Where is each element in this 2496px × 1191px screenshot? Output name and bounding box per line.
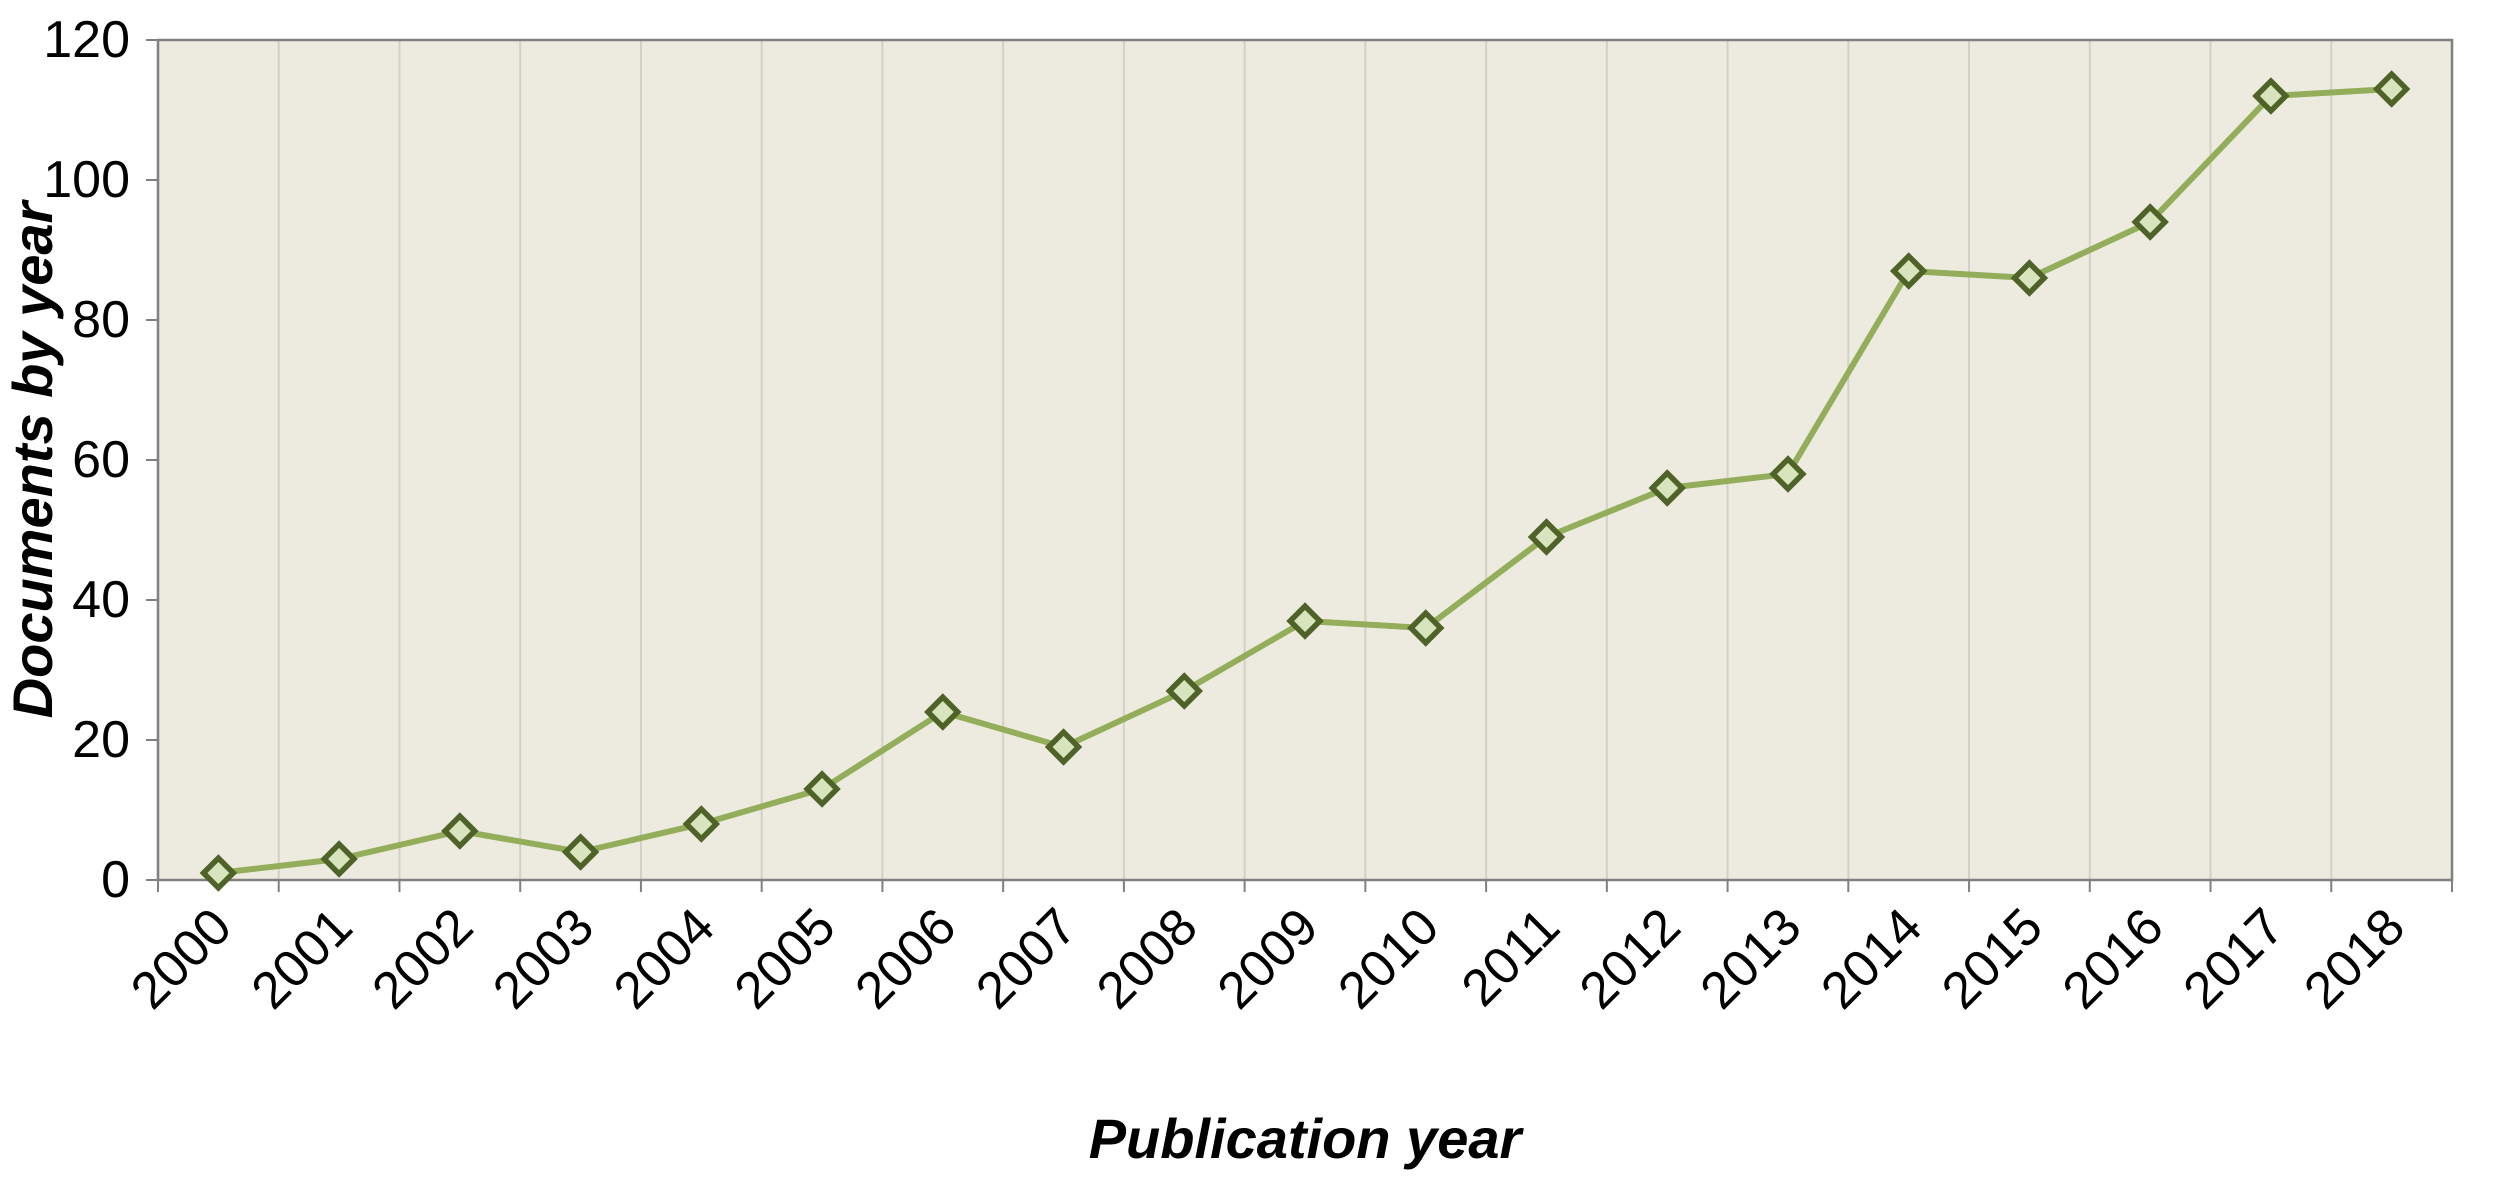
data-point-marker: [1769, 455, 1807, 493]
data-point-marker: [1889, 252, 1928, 290]
data-point-marker: [2131, 203, 2169, 241]
x-tick-label: 2002: [362, 897, 485, 1020]
x-tick-label: 2011: [1451, 897, 1571, 1017]
data-point-marker: [561, 833, 600, 871]
data-point-marker: [1406, 609, 1445, 647]
x-tick-label: 2004: [603, 897, 726, 1020]
plot-area: [158, 40, 2452, 880]
x-tick-label: 2010: [1327, 897, 1450, 1020]
data-point-marker: [199, 854, 238, 892]
data-point-marker: [2010, 259, 2049, 297]
x-tick-label: 2009: [1207, 897, 1330, 1020]
x-tick-label: 2018: [2293, 897, 2416, 1020]
y-tick-label: 20: [72, 711, 130, 769]
y-tick-label: 0: [101, 851, 130, 909]
x-tick-label: 2007: [965, 897, 1088, 1020]
data-point-marker: [924, 693, 962, 731]
y-tick-label: 100: [43, 151, 130, 209]
x-tick-label: 2012: [1569, 897, 1692, 1020]
data-point-marker: [803, 770, 841, 808]
x-tick-label: 2008: [1086, 897, 1209, 1020]
data-point-marker: [320, 840, 358, 878]
x-tick-label: 2005: [724, 897, 847, 1020]
x-tick-label: 2003: [482, 897, 605, 1020]
x-tick-label: 2017: [2173, 897, 2296, 1020]
x-tick-label: 2014: [1810, 897, 1933, 1020]
data-point-marker: [1044, 728, 1083, 766]
data-point-marker: [1286, 602, 1324, 640]
data-point-marker: [1527, 518, 1566, 556]
data-point-marker: [682, 805, 721, 843]
x-tick-label: 2015: [1931, 897, 2054, 1020]
data-point-marker: [1648, 469, 1686, 507]
data-point-marker: [1165, 672, 1204, 710]
x-tick-label: 2006: [844, 897, 967, 1020]
y-tick-label: 40: [72, 571, 130, 629]
data-point-marker: [2372, 70, 2411, 108]
x-tick-label: 2016: [2052, 897, 2175, 1020]
data-point-marker: [2252, 77, 2290, 115]
y-axis-title: Documents by year: [1, 198, 64, 718]
x-axis-title: Publication year: [1089, 1107, 1525, 1170]
y-tick-label: 120: [43, 11, 130, 69]
y-tick-label: 60: [72, 431, 130, 489]
x-tick-label: 2001: [241, 897, 364, 1020]
y-tick-label: 80: [72, 291, 130, 349]
data-point-marker: [441, 812, 479, 850]
x-tick-label: 2000: [120, 897, 243, 1020]
x-tick-label: 2013: [1690, 897, 1813, 1020]
